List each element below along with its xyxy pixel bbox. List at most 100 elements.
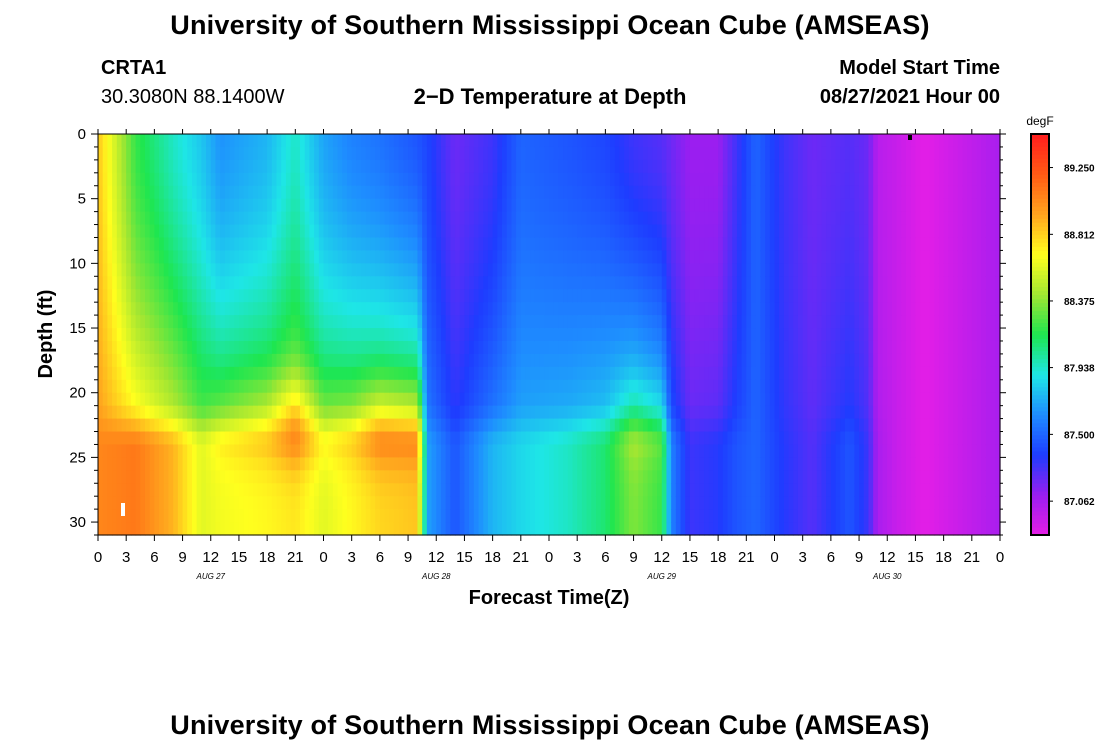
heatmap-cell [290,172,296,187]
heatmap-cell [436,366,442,381]
heatmap-cell [248,457,254,471]
heatmap-cell [642,134,649,148]
heatmap-cell [624,328,630,342]
heatmap-cell [281,198,287,213]
heatmap-cell [671,470,677,484]
heatmap-cell [253,302,259,316]
heatmap-cell [797,224,804,239]
heatmap-cell [586,159,592,174]
heatmap-cell [610,302,616,316]
heatmap-cell [779,444,785,458]
heatmap-cell [318,134,325,148]
heatmap-cell [473,457,480,471]
heatmap-cell [140,211,146,226]
heatmap-cell [248,302,254,316]
heatmap-cell [516,198,522,213]
heatmap-cell [567,302,574,316]
heatmap-cell [549,302,555,316]
heatmap-cell [685,444,691,458]
heatmap-cell [751,379,757,394]
heatmap-cell [403,392,409,407]
heatmap-cell [736,172,743,187]
heatmap-cell [793,405,799,420]
heatmap-cell [229,263,235,277]
heatmap-cell [779,392,785,407]
heatmap-cell [619,379,625,394]
heatmap-cell [300,328,306,342]
heatmap-cell [553,353,559,368]
heatmap-cell [783,431,790,446]
heatmap-cell [116,211,123,226]
heatmap-cell [455,340,461,355]
heatmap-cell [826,522,832,536]
heatmap-cell [544,159,550,174]
heatmap-cell [384,405,390,420]
heatmap-cell [671,392,677,407]
heatmap-cell [196,457,202,471]
heatmap-cell [544,263,550,277]
heatmap-cell [652,224,658,239]
heatmap-cell [379,328,386,342]
heatmap-cell [201,263,207,277]
heatmap-cell [177,509,184,523]
heatmap-cell [638,185,644,200]
heatmap-cell [408,328,414,342]
heatmap-cell [464,172,470,187]
heatmap-cell [783,250,790,264]
heatmap-cell [595,146,602,161]
heatmap-cell [196,328,202,342]
heatmap-cell [520,198,527,213]
heatmap-cell [844,483,851,497]
heatmap-cell [112,146,118,161]
heatmap-cell [300,159,306,174]
heatmap-cell [271,431,278,446]
heatmap-cell [436,134,442,148]
heatmap-cell [253,185,259,200]
heatmap-cell [647,457,653,471]
heatmap-cell [281,263,287,277]
heatmap-cell [788,276,794,290]
heatmap-cell [271,263,278,277]
heatmap-cell [370,405,376,420]
heatmap-cell [426,405,433,420]
heatmap-cell [680,522,686,536]
heatmap-cell [755,185,762,200]
heatmap-cell [276,289,282,303]
heatmap-cell [511,276,517,290]
heatmap-cell [722,353,729,368]
heatmap-cell [295,457,301,471]
heatmap-cell [412,353,419,368]
heatmap-cell [384,185,390,200]
heatmap-cell [736,496,743,510]
heatmap-cell [525,340,531,355]
heatmap-cell [807,496,813,510]
heatmap-cell [647,276,653,290]
heatmap-cell [102,224,108,239]
heatmap-cell [149,470,155,484]
heatmap-cell [130,353,137,368]
heatmap-cell [182,315,188,329]
heatmap-cell [450,405,456,420]
heatmap-cell [210,302,217,316]
heatmap-cell [328,431,334,446]
heatmap-cell [793,379,799,394]
heatmap-cell [300,302,306,316]
heatmap-cell [567,289,574,303]
heatmap-cell [520,340,527,355]
heatmap-cell [718,185,724,200]
heatmap-cell [431,211,437,226]
heatmap-cell [318,496,325,510]
heatmap-cell [530,134,536,148]
heatmap-cell [610,289,616,303]
heatmap-cell [478,250,484,264]
heatmap-cell [647,522,653,536]
heatmap-cell [774,185,780,200]
heatmap-cell [666,496,672,510]
heatmap-cell [694,211,700,226]
heatmap-cell [830,418,837,433]
heatmap-cell [647,134,653,148]
heatmap-cell [497,289,503,303]
heatmap-cell [666,444,672,458]
heatmap-cell [652,211,658,226]
heatmap-cell [182,353,188,368]
